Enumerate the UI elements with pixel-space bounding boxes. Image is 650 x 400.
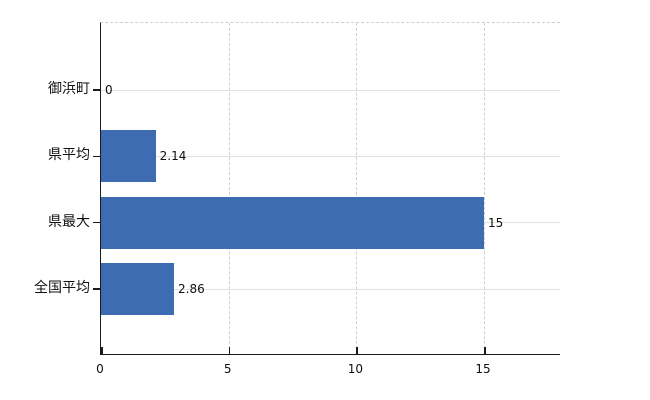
x-axis-tick — [484, 347, 486, 354]
category-label: 県平均 — [48, 147, 90, 164]
y-axis-tick — [92, 89, 100, 91]
category-label: 御浜町 — [48, 81, 90, 97]
bar — [101, 130, 156, 183]
bar-value-label: 2.14 — [159, 149, 187, 164]
gridline-horizontal — [101, 288, 560, 290]
x-axis-tick — [356, 347, 358, 354]
bar-value-label: 0 — [105, 83, 113, 97]
category-label: 県最大 — [48, 213, 90, 230]
x-tick-label: 10 — [347, 362, 363, 376]
plot-area: 0 2.14 15 2.86 — [92, 22, 560, 355]
x-axis-tick — [101, 347, 103, 354]
bar-value-label: 2.86 — [178, 282, 205, 297]
gridline-vertical — [356, 23, 358, 354]
x-tick-label: 5 — [223, 362, 232, 376]
bar — [101, 263, 175, 316]
x-axis-tick — [228, 347, 231, 354]
gridline-vertical — [228, 23, 230, 354]
x-tick-label: 15 — [475, 362, 491, 376]
bar-value-label: 15 — [488, 215, 504, 230]
gridline-vertical — [484, 23, 485, 354]
y-axis-tick — [92, 221, 100, 224]
category-label: 全国平均 — [34, 280, 90, 297]
x-tick-label: 0 — [96, 362, 104, 376]
gridline-horizontal — [101, 155, 560, 157]
y-axis-tick — [92, 155, 100, 158]
y-axis-tick — [92, 288, 100, 290]
bar — [101, 196, 484, 249]
gridline-horizontal — [101, 89, 560, 91]
